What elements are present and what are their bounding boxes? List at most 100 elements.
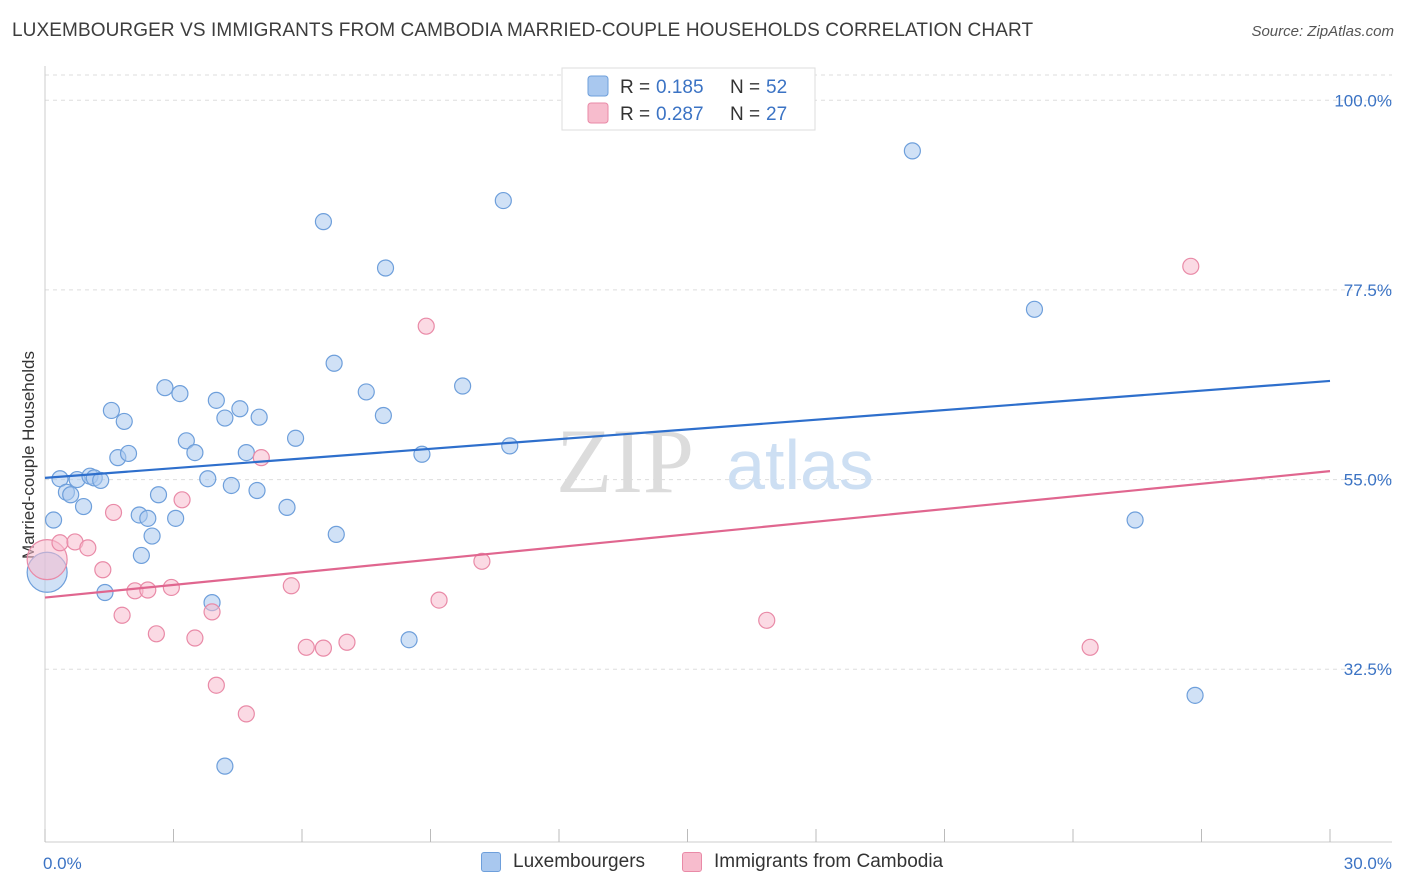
point-cambodia: [758, 611, 776, 629]
source-credit: Source: ZipAtlas.com: [1251, 23, 1394, 40]
point-cambodia: [282, 577, 300, 595]
point-luxembourgers: [1025, 300, 1044, 318]
x-tick-label: 0.0%: [43, 854, 82, 873]
point-cambodia: [417, 317, 435, 335]
legend-n-label-0: N =: [730, 77, 760, 98]
y-axis-label: Married-couple Households: [19, 351, 38, 559]
bottom-legend-luxembourgers: Luxembourgers: [481, 851, 645, 873]
point-cambodia: [207, 676, 225, 694]
point-luxembourgers: [250, 408, 268, 426]
y-tick-label: 55.0%: [1344, 471, 1392, 490]
watermark-zip: ZIP: [556, 410, 694, 512]
point-luxembourgers: [167, 509, 185, 527]
legend-n-value-0: 52: [766, 77, 787, 98]
point-cambodia: [430, 591, 448, 609]
point-luxembourgers: [231, 400, 249, 418]
chart-title: LUXEMBOURGER VS IMMIGRANTS FROM CAMBODIA…: [12, 20, 1034, 41]
legend-swatch-luxembourgers: [587, 75, 609, 97]
point-luxembourgers: [248, 481, 266, 500]
legend-n-label-1: N =: [730, 104, 760, 125]
legend-swatch-cambodia: [587, 102, 609, 124]
point-luxembourgers: [199, 470, 217, 488]
y-tick-label: 32.5%: [1344, 660, 1392, 679]
point-luxembourgers: [314, 213, 333, 231]
point-luxembourgers: [327, 525, 345, 543]
point-cambodia: [1081, 638, 1099, 656]
point-luxembourgers: [207, 391, 225, 409]
point-luxembourgers: [454, 377, 472, 395]
point-luxembourgers: [1126, 511, 1144, 529]
legend-r-label-0: R =: [620, 77, 650, 98]
trend-line-luxembourgers: [44, 379, 1331, 479]
legend-r-label-1: R =: [620, 104, 650, 125]
series-luxembourgers-points: [26, 142, 1204, 775]
legend-r-value-0: 0.185: [656, 77, 704, 98]
y-tick-labels: 32.5% 55.0% 77.5% 100.0%: [1334, 91, 1392, 679]
legend-n-value-1: 27: [766, 104, 787, 125]
point-cambodia: [252, 449, 270, 467]
point-luxembourgers: [494, 191, 512, 210]
point-cambodia: [104, 503, 123, 522]
y-tick-label: 77.5%: [1344, 281, 1392, 300]
point-luxembourgers: [400, 631, 418, 649]
x-tick-label: 30.0%: [1344, 854, 1392, 873]
point-luxembourgers: [115, 412, 133, 431]
point-cambodia: [113, 606, 131, 624]
bottom-legend-label-luxembourgers: Luxembourgers: [513, 851, 646, 872]
point-luxembourgers: [177, 432, 195, 450]
point-cambodia: [51, 534, 69, 552]
trend-line-cambodia: [44, 470, 1331, 599]
watermark: ZIP atlas: [556, 410, 874, 512]
point-luxembourgers: [286, 429, 305, 447]
bottom-legend-swatch-cambodia: [682, 852, 702, 872]
point-luxembourgers: [222, 476, 240, 495]
point-cambodia: [147, 625, 165, 643]
point-cambodia: [1182, 257, 1200, 275]
point-luxembourgers: [149, 486, 168, 504]
point-luxembourgers: [903, 142, 921, 160]
point-luxembourgers: [44, 511, 63, 529]
point-luxembourgers: [74, 497, 93, 516]
bottom-legend-label-cambodia: Immigrants from Cambodia: [714, 851, 944, 872]
point-cambodia: [186, 629, 204, 647]
point-luxembourgers: [171, 385, 189, 403]
point-luxembourgers: [119, 444, 138, 463]
legend-r-value-1: 0.287: [656, 104, 704, 125]
point-luxembourgers: [237, 444, 255, 462]
point-cambodia: [297, 638, 315, 656]
point-luxembourgers: [325, 354, 343, 372]
bottom-legend-cambodia: Immigrants from Cambodia: [682, 851, 943, 873]
point-luxembourgers: [139, 509, 157, 527]
point-luxembourgers: [278, 498, 296, 516]
point-luxembourgers: [216, 757, 234, 775]
point-luxembourgers: [357, 383, 375, 401]
watermark-atlas: atlas: [726, 426, 874, 504]
point-cambodia: [139, 581, 157, 599]
gridlines: [45, 74, 1392, 670]
point-luxembourgers: [143, 527, 161, 545]
point-cambodia: [162, 578, 180, 597]
point-luxembourgers: [132, 546, 150, 565]
point-luxembourgers: [156, 379, 174, 397]
point-luxembourgers: [62, 486, 80, 504]
point-luxembourgers: [374, 406, 392, 425]
point-cambodia: [237, 705, 255, 723]
x-tick-labels: 0.0% 30.0%: [43, 854, 1392, 873]
point-luxembourgers: [376, 259, 395, 277]
point-cambodia: [314, 639, 333, 657]
point-luxembourgers: [216, 409, 234, 427]
point-luxembourgers: [102, 401, 120, 420]
axes: [44, 66, 1392, 843]
point-cambodia: [94, 561, 112, 579]
series-cambodia-points: [26, 257, 1200, 723]
y-tick-label: 100.0%: [1334, 91, 1392, 110]
point-cambodia: [338, 633, 356, 651]
point-luxembourgers: [92, 471, 110, 490]
bottom-legend-swatch-luxembourgers: [481, 852, 501, 872]
trend-lines: [44, 379, 1331, 599]
point-luxembourgers: [1186, 686, 1204, 704]
point-luxembourgers: [186, 444, 204, 462]
point-cambodia: [203, 603, 221, 621]
legend: R = 0.185 N = 52 R = 0.287 N = 27: [561, 67, 816, 131]
